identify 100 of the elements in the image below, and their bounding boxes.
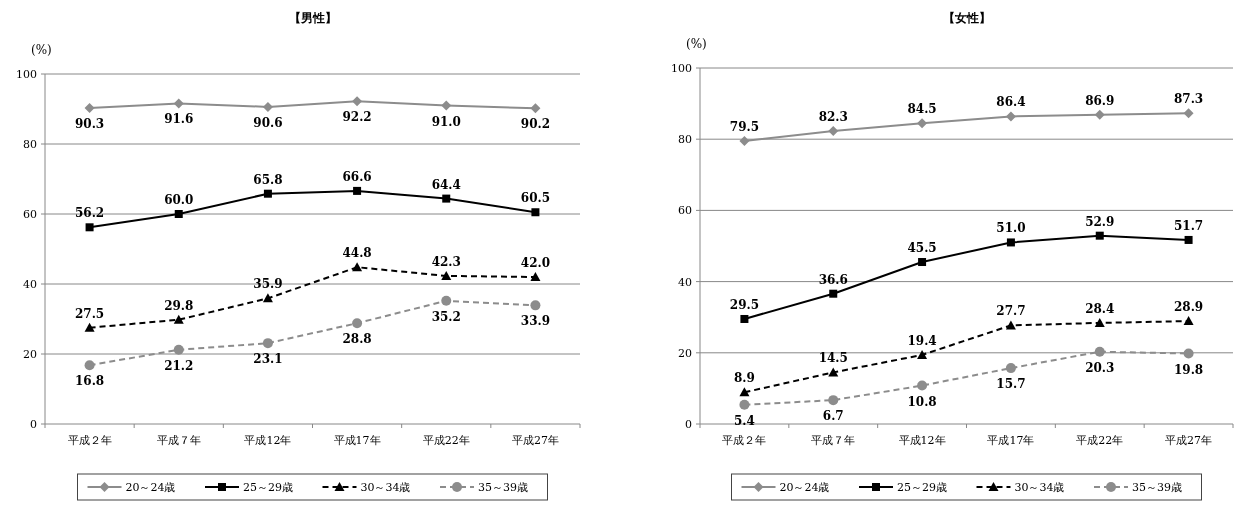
point (352, 96, 363, 107)
data-label: 23.1 (253, 352, 283, 367)
y-tick-label: 100 (671, 62, 692, 75)
point (917, 349, 928, 359)
data-label: 51.7 (1173, 218, 1204, 233)
point (1005, 320, 1016, 330)
data-label: 5.4 (733, 413, 755, 428)
data-label: 91.6 (164, 112, 194, 127)
point (353, 186, 362, 195)
point (173, 98, 184, 109)
y-axis-title: (%) (31, 43, 52, 57)
point (918, 258, 927, 267)
x-tick-label: 平成22年 (1076, 434, 1124, 447)
point (352, 262, 363, 272)
point (173, 314, 184, 324)
data-label: 6.7 (822, 409, 844, 424)
data-label: 42.3 (431, 254, 461, 269)
data-label: 33.9 (520, 314, 551, 329)
chart-title: 【女性】 (942, 11, 991, 25)
legend-label: 30～34歳 (360, 481, 411, 494)
y-tick-label: 60 (23, 208, 37, 221)
legend-label: 35～39歳 (1132, 481, 1182, 494)
data-label: 27.5 (74, 306, 105, 321)
data-label: 51.0 (996, 221, 1026, 236)
point (1006, 238, 1015, 247)
x-tick-label: 平成17年 (333, 434, 381, 447)
point (917, 380, 928, 391)
point (740, 314, 749, 323)
y-tick-label: 20 (678, 346, 692, 360)
point (739, 135, 750, 146)
point (352, 318, 363, 329)
data-label: 28.4 (1085, 301, 1115, 316)
data-label: 35.2 (431, 309, 461, 324)
legend-label: 20～24歳 (779, 481, 830, 494)
data-label: 86.9 (1085, 93, 1115, 108)
y-tick-label: 40 (23, 278, 37, 291)
point (1005, 363, 1016, 374)
data-label: 10.8 (907, 394, 937, 409)
point (441, 270, 452, 280)
x-tick-label: 平成７年 (156, 434, 201, 447)
x-tick-label: 平成２年 (722, 434, 767, 447)
x-tick-label: 平成７年 (811, 434, 856, 447)
chart-title: 【男性】 (288, 11, 337, 25)
data-label: 79.5 (729, 119, 760, 134)
point (85, 223, 94, 232)
point (1094, 317, 1105, 327)
point (1094, 109, 1105, 120)
x-tick-label: 平成27年 (511, 434, 559, 447)
point (917, 118, 928, 129)
data-label: 52.9 (1085, 214, 1115, 229)
point (174, 210, 183, 218)
x-tick-label: 平成17年 (987, 434, 1035, 447)
point (262, 338, 273, 349)
data-label: 15.7 (996, 377, 1026, 392)
data-label: 19.8 (1173, 362, 1204, 377)
data-label: 29.5 (729, 297, 760, 312)
x-tick-label: 平成12年 (244, 434, 292, 447)
data-label: 28.8 (342, 332, 372, 347)
point (828, 395, 839, 406)
y-tick-label: 80 (23, 138, 37, 151)
data-label: 60.0 (164, 193, 194, 207)
x-tick-label: 平成22年 (422, 434, 470, 447)
y-axis-title: (%) (686, 37, 707, 51)
data-label: 19.4 (907, 333, 937, 348)
data-label: 86.4 (996, 95, 1026, 110)
x-tick-label: 平成12年 (898, 434, 946, 447)
data-label: 35.9 (253, 277, 283, 292)
y-tick-label: 80 (678, 133, 692, 147)
data-label: 45.5 (907, 241, 937, 256)
data-label: 92.2 (342, 110, 372, 125)
data-label: 87.3 (1173, 92, 1204, 107)
legend-label: 25～29歳 (243, 481, 293, 494)
point (263, 189, 272, 198)
point (84, 322, 95, 332)
data-label: 28.9 (1173, 300, 1204, 315)
data-label: 14.5 (818, 351, 848, 366)
legend-label: 35～39歳 (478, 481, 528, 494)
legend-label: 25～29歳 (897, 481, 947, 494)
data-label: 90.3 (74, 116, 105, 131)
data-label: 64.4 (431, 177, 461, 192)
y-tick-label: 20 (23, 348, 37, 361)
point (828, 367, 839, 377)
y-tick-label: 60 (678, 204, 692, 218)
data-label: 8.9 (733, 371, 755, 386)
legend-label: 20～24歳 (125, 481, 176, 494)
point (739, 387, 750, 397)
x-tick-label: 平成27年 (1165, 434, 1213, 447)
point (530, 300, 541, 311)
data-label: 42.0 (520, 256, 551, 270)
data-label: 82.3 (818, 110, 848, 125)
point (1184, 235, 1193, 244)
data-label: 60.5 (520, 191, 551, 206)
point (1094, 346, 1105, 357)
y-tick-label: 0 (30, 418, 37, 431)
point (262, 293, 273, 303)
data-label: 36.6 (818, 272, 848, 287)
point (530, 103, 541, 114)
point (262, 101, 273, 112)
data-label: 29.8 (164, 298, 194, 313)
point (1183, 348, 1194, 359)
